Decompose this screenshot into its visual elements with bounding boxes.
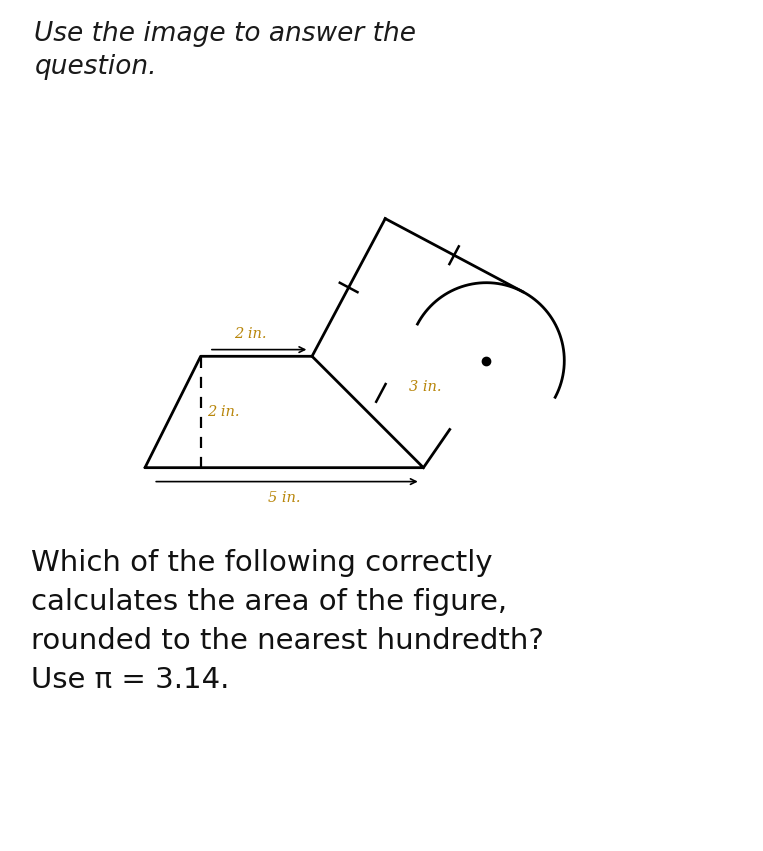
Text: 2 in.: 2 in.: [234, 327, 267, 340]
Text: 5 in.: 5 in.: [268, 491, 301, 505]
Text: 3 in.: 3 in.: [409, 380, 441, 394]
Text: Which of the following correctly
calculates the area of the figure,
rounded to t: Which of the following correctly calcula…: [31, 549, 543, 694]
Text: Use the image to answer the
question.: Use the image to answer the question.: [34, 21, 417, 80]
Text: 2 in.: 2 in.: [208, 405, 240, 419]
